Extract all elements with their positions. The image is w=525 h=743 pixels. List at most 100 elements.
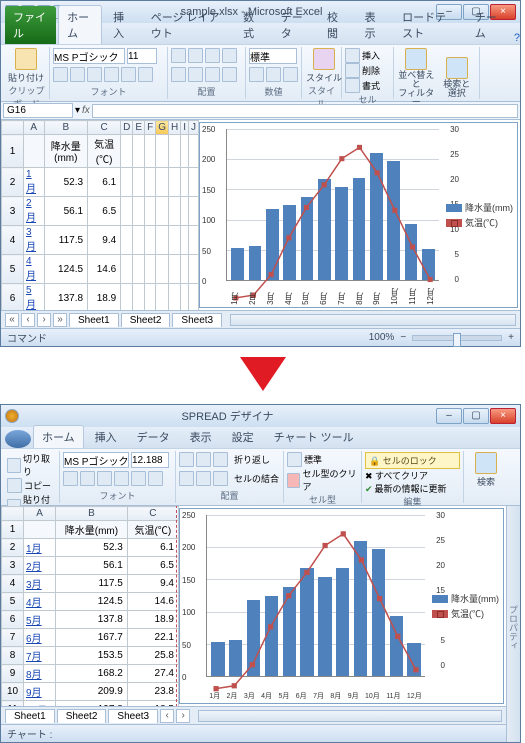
align-bot-icon[interactable] bbox=[205, 48, 220, 63]
refresh-button[interactable]: 最新の情報に更新 bbox=[365, 482, 460, 495]
align-mid-icon[interactable] bbox=[188, 48, 203, 63]
maximize-button[interactable]: ▢ bbox=[463, 408, 489, 424]
month-cell[interactable]: 1月 bbox=[24, 539, 56, 557]
ribbon-tab[interactable]: チーム bbox=[466, 5, 510, 44]
find-select-button[interactable]: 検索と 選択 bbox=[438, 57, 477, 98]
fill-color-icon[interactable] bbox=[131, 471, 146, 486]
month-cell[interactable]: 3月 bbox=[24, 226, 45, 255]
align-left-icon[interactable] bbox=[171, 67, 186, 82]
align-center-icon[interactable] bbox=[196, 471, 211, 486]
namebox-chevron-icon[interactable]: ▾ bbox=[75, 105, 80, 116]
comma-icon[interactable] bbox=[283, 67, 298, 82]
celltype-std-icon[interactable] bbox=[287, 452, 302, 467]
row-header[interactable]: 5 bbox=[2, 255, 24, 284]
precip-cell[interactable]: 117.5 bbox=[56, 575, 128, 593]
column-header[interactable]: C bbox=[88, 121, 121, 135]
find-button[interactable]: 検索 bbox=[467, 452, 505, 488]
sheet-tab[interactable]: Sheet3 bbox=[172, 313, 222, 327]
ribbon-tab[interactable]: ホーム bbox=[33, 425, 84, 448]
align-mid-icon[interactable] bbox=[196, 452, 211, 467]
formula-bar[interactable] bbox=[92, 104, 518, 118]
merge-button[interactable]: セルの結合 bbox=[234, 472, 279, 485]
insert-cells-icon[interactable] bbox=[345, 48, 360, 63]
align-right-icon[interactable] bbox=[213, 471, 228, 486]
column-header[interactable]: A bbox=[24, 121, 45, 135]
column-header[interactable]: F bbox=[145, 121, 156, 135]
spread-grid[interactable]: ABC1降水量(mm)気温(℃)21月52.36.132月56.16.543月1… bbox=[1, 506, 179, 706]
styles-button[interactable]: スタイル bbox=[305, 48, 343, 84]
row-header[interactable]: 9 bbox=[2, 665, 24, 683]
ribbon-tab[interactable]: ロードテスト bbox=[393, 5, 464, 44]
precip-cell[interactable]: 167.7 bbox=[56, 629, 128, 647]
border-icon[interactable] bbox=[114, 471, 129, 486]
spread-menu-button[interactable] bbox=[5, 430, 31, 448]
month-cell[interactable]: 7月 bbox=[24, 647, 56, 665]
ribbon-tab[interactable]: 校閲 bbox=[318, 5, 354, 44]
precip-cell[interactable]: 209.9 bbox=[56, 683, 128, 701]
column-header[interactable]: H bbox=[168, 121, 180, 135]
row-header[interactable]: 5 bbox=[2, 593, 24, 611]
wrap-button[interactable]: 折り返し bbox=[234, 453, 270, 466]
precip-cell[interactable]: 52.3 bbox=[56, 539, 128, 557]
sheet-nav-first-icon[interactable]: « bbox=[5, 313, 19, 327]
row-header[interactable]: 11 bbox=[2, 701, 24, 707]
temp-cell[interactable]: 22.1 bbox=[127, 629, 178, 647]
month-cell[interactable]: 8月 bbox=[24, 665, 56, 683]
temp-cell[interactable]: 18.9 bbox=[127, 611, 178, 629]
ribbon-tab[interactable]: 数式 bbox=[234, 5, 270, 44]
precip-cell[interactable]: 124.5 bbox=[44, 255, 88, 284]
month-cell[interactable]: 3月 bbox=[24, 575, 56, 593]
close-button[interactable]: × bbox=[490, 408, 516, 424]
precip-cell[interactable]: 197.8 bbox=[56, 701, 128, 707]
row-header[interactable]: 6 bbox=[2, 611, 24, 629]
spread-chart[interactable]: 0501001502002500510152025301月2月3月4月5月6月7… bbox=[179, 508, 504, 704]
ribbon-tab[interactable]: 設定 bbox=[223, 425, 263, 448]
column-header[interactable]: G bbox=[156, 121, 169, 135]
month-cell[interactable]: 6月 bbox=[24, 629, 56, 647]
column-header[interactable] bbox=[2, 121, 24, 135]
month-cell[interactable]: 4月 bbox=[24, 255, 45, 284]
bold-icon[interactable] bbox=[53, 67, 68, 82]
row-header[interactable]: 4 bbox=[2, 226, 24, 255]
row-header[interactable]: 1 bbox=[2, 135, 24, 168]
bold-icon[interactable] bbox=[63, 471, 78, 486]
row-header[interactable]: 10 bbox=[2, 683, 24, 701]
ribbon-tab[interactable]: 挿入 bbox=[86, 425, 126, 448]
celltype-clear-icon[interactable] bbox=[287, 473, 300, 488]
column-header[interactable]: C bbox=[127, 507, 178, 521]
underline-icon[interactable] bbox=[97, 471, 112, 486]
temp-cell[interactable]: 6.1 bbox=[127, 539, 178, 557]
border-icon[interactable] bbox=[104, 67, 119, 82]
ribbon-tab[interactable]: データ bbox=[272, 5, 316, 44]
temp-cell[interactable]: 6.1 bbox=[88, 168, 121, 197]
cut-button[interactable]: 切り取り bbox=[7, 452, 56, 478]
horizontal-scrollbar[interactable] bbox=[230, 314, 516, 326]
precip-cell[interactable]: 56.1 bbox=[56, 557, 128, 575]
sheet-nav-last-icon[interactable]: » bbox=[53, 313, 67, 327]
precip-cell[interactable]: 153.5 bbox=[56, 647, 128, 665]
fx-icon[interactable]: fx bbox=[82, 105, 90, 116]
clear-all-button[interactable]: ✖ すべてクリア bbox=[365, 469, 460, 482]
ribbon-tab[interactable]: ページ レイアウト bbox=[142, 5, 232, 44]
row-header[interactable]: 4 bbox=[2, 575, 24, 593]
minimize-button[interactable]: – bbox=[436, 408, 462, 424]
excel-chart[interactable]: 0501001502002500510152025301月2月3月4月5月6月7… bbox=[199, 122, 518, 308]
zoom-slider[interactable] bbox=[412, 335, 502, 341]
temp-cell[interactable]: 18.9 bbox=[88, 284, 121, 311]
column-header[interactable]: I bbox=[181, 121, 189, 135]
column-header[interactable]: J bbox=[188, 121, 198, 135]
temp-cell[interactable]: 27.4 bbox=[127, 665, 178, 683]
zoom-out-button[interactable]: − bbox=[400, 332, 406, 343]
month-cell[interactable]: 5月 bbox=[24, 284, 45, 311]
sheet-tab[interactable]: Sheet1 bbox=[69, 313, 119, 327]
precip-cell[interactable]: 117.5 bbox=[44, 226, 88, 255]
ribbon-tab[interactable]: ホーム bbox=[58, 5, 102, 44]
temp-cell[interactable]: 25.8 bbox=[127, 647, 178, 665]
sheet-tab[interactable]: Sheet3 bbox=[108, 709, 158, 723]
align-right-icon[interactable] bbox=[205, 67, 220, 82]
temp-cell[interactable]: 23.8 bbox=[127, 683, 178, 701]
font-color-icon[interactable] bbox=[148, 471, 163, 486]
zoom-in-button[interactable]: + bbox=[508, 332, 514, 343]
month-cell[interactable]: 4月 bbox=[24, 593, 56, 611]
sheet-tab[interactable]: Sheet2 bbox=[121, 313, 171, 327]
